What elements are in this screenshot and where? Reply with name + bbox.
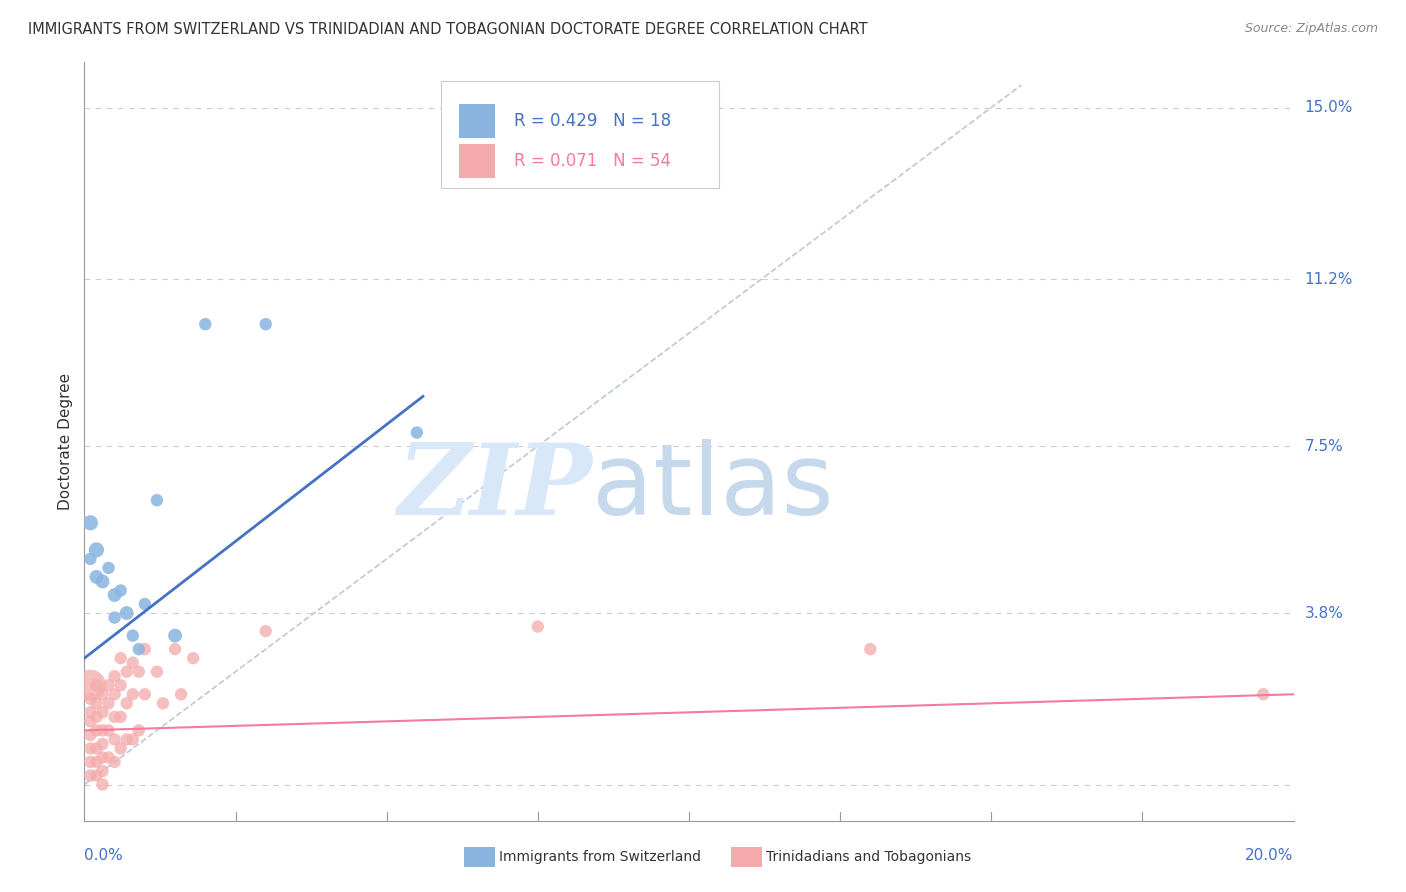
Point [79, 706, 101, 720]
FancyBboxPatch shape [441, 81, 720, 187]
Point [110, 651, 132, 665]
Point [121, 656, 143, 670]
Point [254, 624, 277, 639]
Point [97, 750, 120, 764]
Point [115, 606, 138, 620]
Text: atlas: atlas [592, 439, 834, 535]
Point [86, 542, 108, 557]
Point [104, 610, 127, 624]
Point [104, 669, 127, 683]
Point [79, 516, 101, 530]
Point [152, 696, 174, 710]
Point [134, 687, 156, 701]
Point [194, 317, 217, 331]
Point [91, 778, 114, 792]
Text: 20.0%: 20.0% [1246, 848, 1294, 863]
Text: R = 0.071   N = 54: R = 0.071 N = 54 [513, 152, 671, 170]
Point [79, 768, 101, 782]
Point [91, 750, 114, 764]
Point [134, 642, 156, 657]
Point [128, 723, 150, 738]
Text: 7.5%: 7.5% [1305, 439, 1343, 453]
Point [110, 678, 132, 692]
Point [97, 696, 120, 710]
Point [170, 687, 193, 701]
Point [104, 710, 127, 724]
Y-axis label: Doctorate Degree: Doctorate Degree [58, 373, 73, 510]
FancyBboxPatch shape [460, 104, 495, 138]
Point [104, 588, 127, 602]
Point [104, 755, 127, 769]
Point [146, 665, 169, 679]
Point [121, 732, 143, 747]
Point [91, 687, 114, 701]
Point [165, 642, 187, 657]
Point [91, 723, 114, 738]
Point [79, 678, 101, 692]
Point [97, 678, 120, 692]
Point [110, 583, 132, 598]
Text: 0.0%: 0.0% [84, 848, 124, 863]
Point [97, 561, 120, 575]
Point [79, 741, 101, 756]
Point [86, 741, 108, 756]
Point [110, 710, 132, 724]
Text: 15.0%: 15.0% [1305, 100, 1353, 115]
Text: Immigrants from Switzerland: Immigrants from Switzerland [499, 850, 702, 864]
FancyBboxPatch shape [460, 144, 495, 178]
Point [104, 732, 127, 747]
Point [115, 732, 138, 747]
Point [134, 597, 156, 611]
Point [128, 642, 150, 657]
Text: Source: ZipAtlas.com: Source: ZipAtlas.com [1244, 22, 1378, 36]
Point [91, 737, 114, 751]
Text: 3.8%: 3.8% [1305, 606, 1344, 621]
Text: ZIP: ZIP [398, 439, 592, 535]
Point [406, 425, 429, 440]
Point [527, 619, 550, 633]
Point [104, 687, 127, 701]
Point [86, 723, 108, 738]
Point [859, 642, 882, 657]
Point [110, 741, 132, 756]
Point [165, 629, 187, 643]
Point [86, 696, 108, 710]
Point [97, 723, 120, 738]
Text: 11.2%: 11.2% [1305, 271, 1353, 286]
Point [146, 493, 169, 508]
Point [128, 665, 150, 679]
Point [79, 728, 101, 742]
Point [121, 687, 143, 701]
Point [79, 714, 101, 729]
Point [79, 755, 101, 769]
Point [115, 665, 138, 679]
Point [91, 706, 114, 720]
Point [86, 768, 108, 782]
Point [86, 710, 108, 724]
Point [1253, 687, 1275, 701]
Point [115, 696, 138, 710]
Point [91, 574, 114, 589]
Point [91, 764, 114, 778]
Point [86, 678, 108, 692]
Point [181, 651, 204, 665]
Point [79, 691, 101, 706]
Point [86, 570, 108, 584]
Point [79, 552, 101, 566]
Text: Trinidadians and Tobagonians: Trinidadians and Tobagonians [766, 850, 972, 864]
Point [86, 755, 108, 769]
Point [254, 317, 277, 331]
Text: R = 0.429   N = 18: R = 0.429 N = 18 [513, 112, 671, 130]
Point [121, 629, 143, 643]
Text: IMMIGRANTS FROM SWITZERLAND VS TRINIDADIAN AND TOBAGONIAN DOCTORATE DEGREE CORRE: IMMIGRANTS FROM SWITZERLAND VS TRINIDADI… [28, 22, 868, 37]
